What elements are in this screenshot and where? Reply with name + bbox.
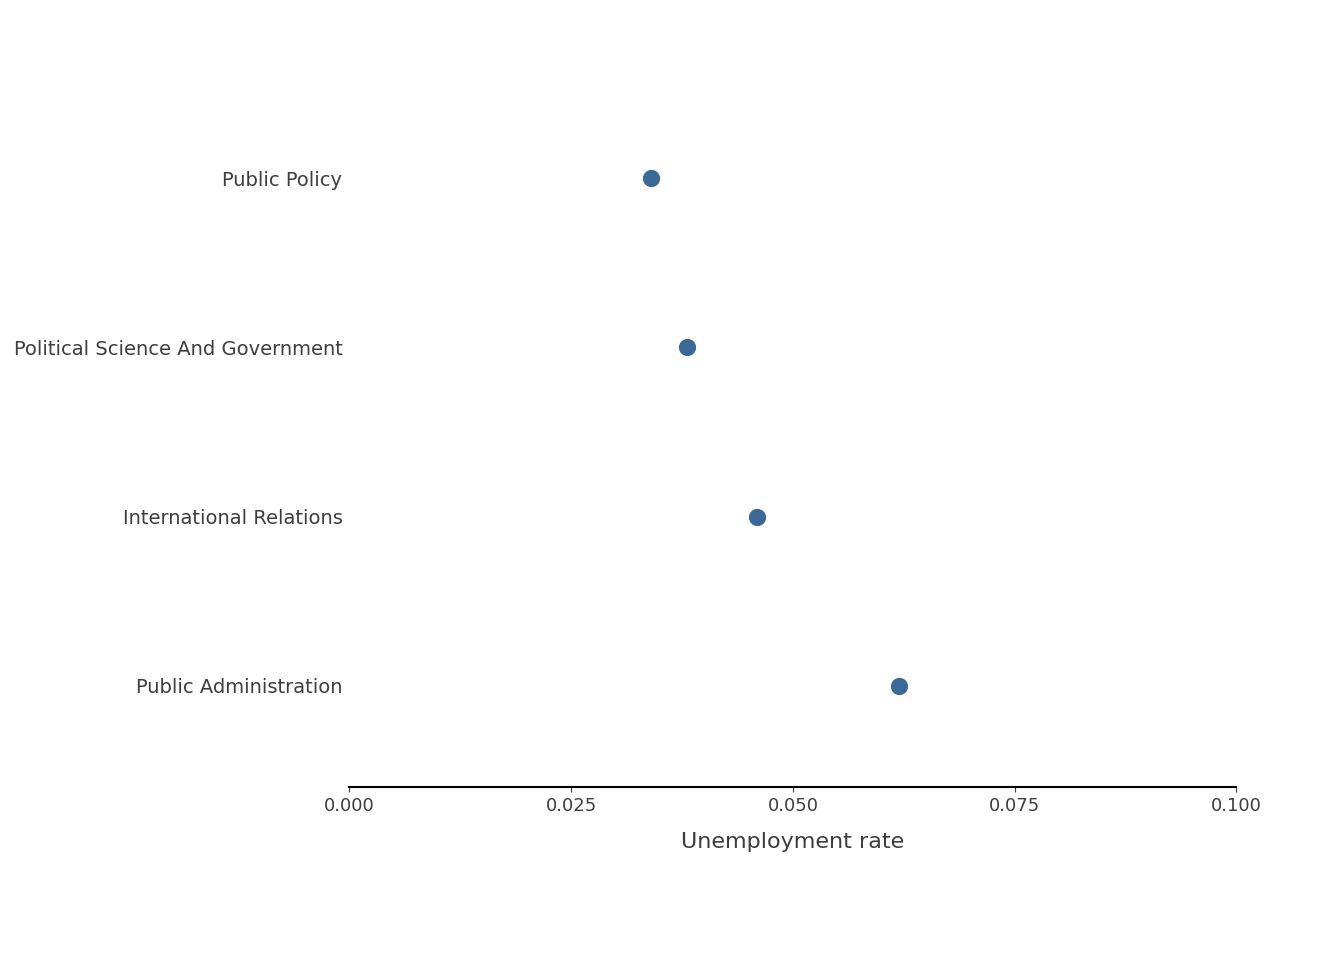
Point: [676, 340, 698, 355]
Point: [747, 509, 769, 524]
Point: [640, 171, 661, 186]
Point: [888, 678, 910, 693]
X-axis label: Unemployment rate: Unemployment rate: [681, 831, 905, 852]
